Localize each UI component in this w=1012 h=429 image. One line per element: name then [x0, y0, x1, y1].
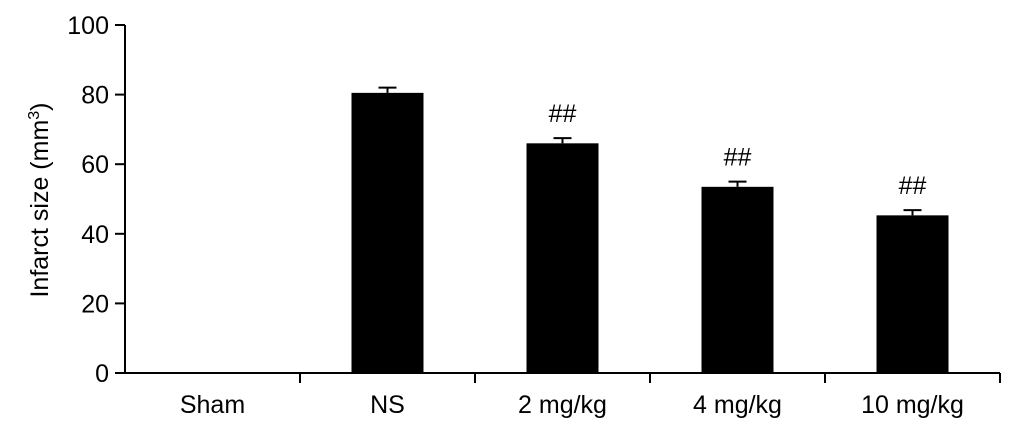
y-tick-labels: 0 20 40 60 80 100 — [67, 12, 109, 388]
x-tick-label-2: 2 mg/kg — [518, 391, 607, 419]
significance-label-2: ## — [549, 100, 577, 128]
significance-label-3: ## — [724, 144, 752, 172]
bars — [351, 92, 949, 374]
y-axis-title: Infarct size (mm3) — [26, 102, 54, 297]
x-tick-label-3: 4 mg/kg — [693, 391, 782, 419]
y-tick-label-60: 60 — [81, 151, 109, 179]
bar-4 — [876, 215, 949, 373]
annotations: ## ## ## — [549, 100, 927, 200]
y-tick-label-40: 40 — [81, 221, 109, 249]
x-tick-label-1: NS — [370, 391, 405, 419]
y-ticks — [115, 24, 125, 374]
bar-2 — [526, 143, 599, 373]
y-tick-label-100: 100 — [67, 12, 109, 40]
x-ticks — [299, 373, 1001, 383]
bar-1 — [351, 92, 424, 374]
x-tick-labels: Sham NS 2 mg/kg 4 mg/kg 10 mg/kg — [180, 391, 964, 419]
x-tick-label-4: 10 mg/kg — [861, 391, 964, 419]
y-tick-label-0: 0 — [95, 360, 109, 388]
bar-3 — [701, 186, 774, 373]
y-tick-label-80: 80 — [81, 82, 109, 110]
y-tick-label-20: 20 — [81, 290, 109, 318]
error-bars — [378, 86, 922, 216]
x-tick-label-0: Sham — [180, 391, 245, 419]
significance-label-4: ## — [899, 172, 927, 200]
